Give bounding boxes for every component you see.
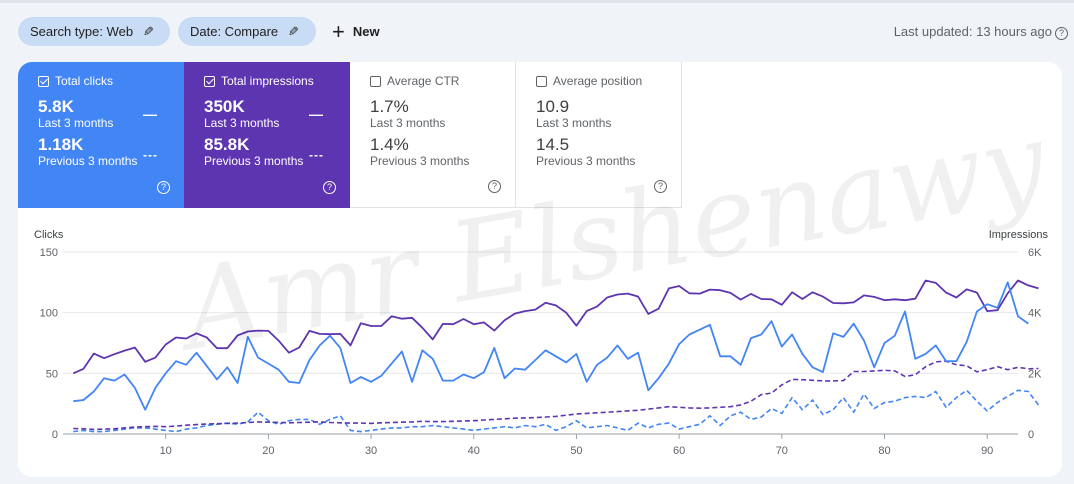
dashed-line-legend-icon: --- [143,148,158,162]
metric-tile-total-impressions[interactable]: Total impressions 350K Last 3 months 85.… [184,62,350,208]
current-total-impressions-line [72,279,1039,375]
x-tick-label: 10 [160,445,172,457]
search-type-label: Search type: Web [30,24,134,39]
right-tick-label: 4K [1028,308,1042,320]
current-total-clicks-line [73,281,1029,411]
date-chip[interactable]: Date: Compare ✎ [178,17,316,46]
checkbox-icon[interactable] [536,75,547,87]
metric-previous-period: Previous 3 months [38,154,138,168]
metric-current-period: Last 3 months [38,116,114,130]
search-type-chip[interactable]: Search type: Web ✎ [18,17,170,46]
right-tick-label: 2K [1028,368,1042,380]
metric-label: Total clicks [55,74,114,88]
previous-total-impressions-line [73,360,1039,431]
solid-line-legend-icon: — [309,106,324,122]
metric-current-period: Last 3 months [536,116,612,130]
x-tick-label: 70 [776,445,788,457]
metric-previous-value: 85.8K [204,135,250,154]
new-filter-label: New [352,24,380,39]
metric-current-period: Last 3 months [370,116,446,130]
x-tick-label: 20 [262,445,274,457]
left-tick-label: 0 [52,429,58,441]
help-icon[interactable]: ? [488,180,501,193]
top-divider [0,0,1074,3]
help-icon[interactable]: ? [1055,27,1068,40]
x-tick-label: 60 [673,445,685,457]
x-tick-label: 80 [878,445,890,457]
metric-current-value: 1.7% [370,97,409,116]
x-tick-label: 40 [468,445,480,457]
edit-pencil-icon: ✎ [143,24,154,39]
right-tick-label: 0 [1028,429,1034,441]
metric-previous-period: Previous 3 months [536,154,636,168]
help-icon[interactable]: ? [157,181,170,194]
solid-line-legend-icon: — [143,106,158,122]
performance-card: Total clicks 5.8K Last 3 months 1.18K Pr… [18,62,1062,477]
edit-pencil-icon: ✎ [288,24,300,39]
new-filter-button[interactable]: + New [332,17,380,46]
previous-total-clicks-line [73,389,1040,433]
left-tick-label: 100 [40,308,58,320]
checkbox-icon[interactable] [370,75,381,87]
metric-tile-average-ctr[interactable]: Average CTR 1.7% Last 3 months 1.4% Prev… [350,62,516,208]
last-updated: Last updated: 13 hours ago? [894,17,1068,46]
metric-tile-total-clicks[interactable]: Total clicks 5.8K Last 3 months 1.18K Pr… [18,62,184,208]
metric-current-value: 5.8K [38,97,74,116]
left-tick-label: 50 [46,368,58,380]
date-label: Date: Compare [190,24,279,39]
metric-label: Average position [553,74,643,88]
metric-label: Total impressions [221,74,314,88]
dashed-line-legend-icon: --- [309,148,324,162]
metric-current-period: Last 3 months [204,116,280,130]
right-axis-title: Impressions [989,229,1049,241]
last-updated-text: Last updated: 13 hours ago [893,24,1052,39]
metric-previous-period: Previous 3 months [204,154,304,168]
metric-previous-value: 14.5 [536,135,570,154]
performance-chart[interactable]: Clicks Impressions 0 50 100 150 0 2K 4K 6K 10 20 30 4… [18,222,1062,472]
x-tick-label: 50 [570,445,582,457]
filter-bar: Search type: Web ✎ Date: Compare ✎ + New La… [0,14,1074,48]
left-tick-label: 150 [40,247,58,259]
right-tick-label: 6K [1028,247,1042,259]
metric-label: Average CTR [387,74,460,88]
checkbox-icon[interactable] [204,75,215,87]
left-axis-title: Clicks [34,229,64,241]
checkbox-icon[interactable] [38,75,49,87]
help-icon[interactable]: ? [654,180,667,193]
metric-previous-value: 1.4% [370,135,409,154]
metric-tile-average-position[interactable]: Average position 10.9 Last 3 months 14.5… [516,62,682,208]
help-icon[interactable]: ? [323,181,336,194]
x-tick-label: 30 [365,445,377,457]
metric-previous-period: Previous 3 months [370,154,470,168]
metric-current-value: 10.9 [536,97,570,116]
metric-current-value: 350K [204,97,245,116]
plus-icon: + [332,19,345,44]
metric-previous-value: 1.18K [38,135,84,154]
x-tick-label: 90 [981,445,993,457]
